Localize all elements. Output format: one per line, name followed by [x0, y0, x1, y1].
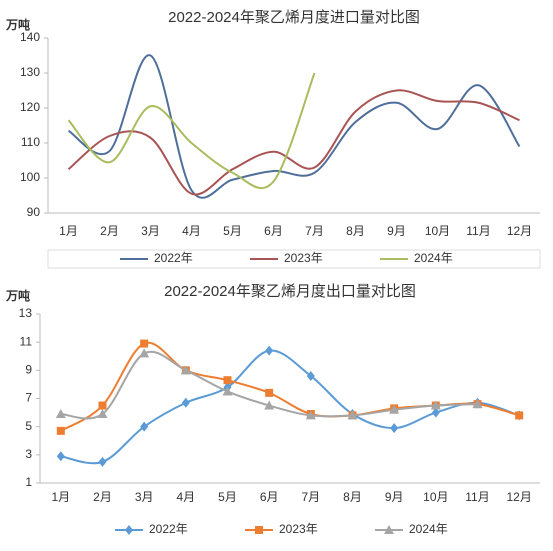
data-point	[265, 388, 274, 397]
y-axis-label: 万吨	[5, 288, 30, 303]
x-tick-label: 3月	[141, 224, 160, 238]
data-point	[181, 397, 190, 408]
y-tick-label: 90	[27, 205, 41, 219]
data-point	[430, 400, 441, 410]
x-tick-label: 6月	[264, 224, 283, 238]
series-line	[60, 341, 520, 432]
data-point	[472, 399, 483, 409]
x-tick-label: 9月	[387, 224, 406, 238]
data-point	[140, 339, 149, 348]
y-axis-label: 万吨	[5, 17, 30, 32]
y-tick-label: 5	[25, 419, 32, 433]
data-point	[347, 410, 358, 420]
y-tick-label: 7	[25, 391, 32, 405]
legend-label: 2023年	[279, 522, 318, 536]
x-tick-label: 1月	[51, 490, 70, 504]
x-tick-label: 1月	[59, 224, 78, 238]
x-tick-label: 10月	[423, 490, 448, 504]
x-tick-label: 3月	[135, 490, 154, 504]
y-tick-label: 120	[20, 100, 40, 114]
x-tick-label: 8月	[343, 490, 362, 504]
data-point	[305, 410, 316, 420]
legend-label: 2024年	[414, 251, 453, 265]
legend-label: 2022年	[154, 251, 193, 265]
chart-title: 2022-2024年聚乙烯月度出口量对比图	[164, 283, 416, 300]
x-tick-label: 4月	[182, 224, 201, 238]
y-tick-label: 11	[20, 334, 33, 348]
legend-marker	[384, 525, 394, 534]
y-tick-label: 110	[21, 135, 40, 149]
x-tick-label: 11月	[465, 490, 489, 504]
data-point	[98, 401, 107, 410]
data-point	[180, 365, 191, 375]
legend-marker	[125, 525, 133, 535]
x-tick-label: 12月	[507, 224, 532, 238]
chart-title: 2022-2024年聚乙烯月度进口量对比图	[168, 9, 420, 26]
data-point	[98, 456, 107, 467]
series-line	[60, 349, 520, 465]
x-tick-label: 8月	[346, 224, 365, 238]
y-tick-label: 13	[19, 306, 33, 320]
legend-label: 2024年	[409, 522, 448, 536]
data-point	[56, 426, 65, 435]
data-point	[140, 421, 149, 432]
legend-label: 2022年	[149, 522, 188, 536]
x-tick-label: 6月	[260, 490, 279, 504]
series-line	[67, 89, 520, 196]
x-tick-label: 2月	[93, 490, 112, 504]
data-point	[139, 348, 150, 358]
y-tick-label: 100	[20, 170, 40, 184]
y-tick-label: 3	[25, 447, 32, 461]
y-tick-label: 140	[20, 30, 40, 44]
data-point	[56, 451, 65, 462]
legend-marker	[255, 526, 263, 534]
data-point	[265, 345, 274, 356]
x-tick-label: 4月	[176, 490, 195, 504]
y-tick-label: 1	[25, 475, 32, 489]
x-tick-label: 5月	[223, 224, 242, 238]
series-line	[67, 72, 316, 190]
x-tick-label: 7月	[305, 224, 324, 238]
y-tick-label: 130	[20, 65, 40, 79]
data-point	[222, 386, 233, 396]
y-tick-label: 9	[25, 363, 32, 377]
x-tick-label: 12月	[506, 490, 531, 504]
data-point	[390, 423, 399, 434]
legend-label: 2023年	[284, 251, 323, 265]
data-point	[264, 400, 275, 410]
data-point	[55, 408, 66, 418]
data-point	[97, 408, 108, 418]
x-tick-label: 5月	[218, 490, 237, 504]
legend-box	[47, 249, 541, 269]
data-point	[389, 404, 400, 414]
series-line	[67, 54, 521, 199]
x-tick-label: 7月	[301, 490, 320, 504]
x-tick-label: 10月	[425, 224, 450, 238]
data-point	[223, 376, 232, 385]
x-tick-label: 11月	[466, 224, 490, 238]
x-tick-label: 2月	[100, 224, 119, 238]
data-point	[431, 407, 440, 418]
x-tick-label: 9月	[385, 490, 404, 504]
data-point	[515, 411, 524, 420]
data-point	[306, 370, 315, 381]
